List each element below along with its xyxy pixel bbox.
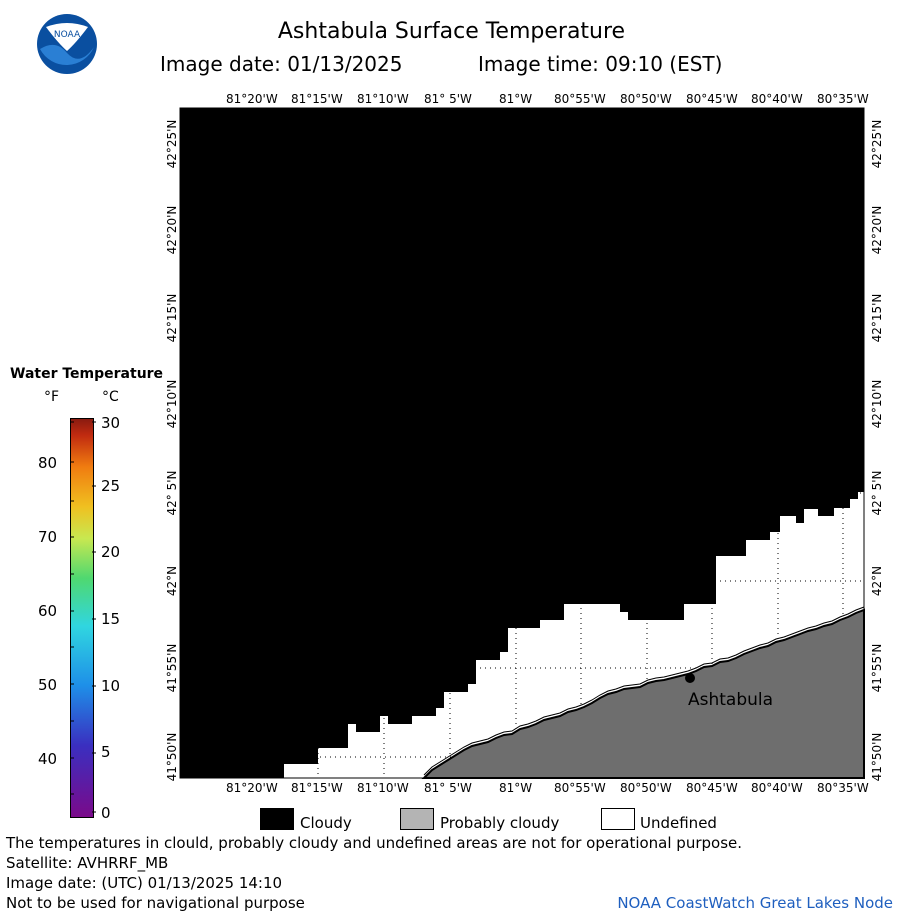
lon-tick-bottom: 80°50'W (620, 781, 672, 795)
logo-text: NOAA (54, 30, 81, 40)
lon-tick-top: 81°15'W (291, 92, 343, 106)
colorbar (70, 418, 94, 818)
colorbar-c-value: 30 (101, 414, 121, 432)
lon-tick-bottom: 80°55'W (554, 781, 606, 795)
legend-label-cloudy: Cloudy (300, 814, 352, 832)
colorbar-c-value: 0 (101, 804, 111, 822)
legend-swatch-undefined (601, 808, 635, 830)
colorbar-c-value: 25 (101, 477, 121, 495)
lon-tick-bottom: 80°35'W (817, 781, 869, 795)
image-time: Image time: 09:10 (EST) (478, 52, 723, 76)
lon-tick-bottom: 81°20'W (226, 781, 278, 795)
lon-tick-top: 80°45'W (686, 92, 738, 106)
footer-note: The temperatures in clould, probably clo… (6, 834, 743, 852)
land-area (421, 608, 865, 779)
colorbar-f-value: 80 (38, 454, 58, 472)
city-marker (685, 673, 695, 683)
lon-tick-bottom: 81°10'W (357, 781, 409, 795)
map-title: Ashtabula Surface Temperature (277, 19, 626, 44)
colorbar-c-value: 15 (101, 610, 121, 628)
colorbar-c-value: 10 (101, 677, 121, 695)
colorbar-f-value: 50 (38, 676, 58, 694)
lon-tick-bottom: 81°15'W (291, 781, 343, 795)
colorbar-unit-f: °F (44, 389, 60, 405)
footer-credit: NOAA CoastWatch Great Lakes Node (617, 894, 893, 912)
city-label: Ashtabula (688, 690, 774, 710)
lon-tick-top: 80°55'W (554, 92, 606, 106)
colorbar-c-value: 5 (101, 743, 111, 761)
lon-tick-bottom: 80°40'W (751, 781, 803, 795)
legend-label-undefined: Undefined (640, 814, 717, 832)
legend-swatch-probably-cloudy (400, 808, 434, 830)
lon-tick-top: 80°35'W (817, 92, 869, 106)
lon-tick-top: 81°10'W (357, 92, 409, 106)
colorbar-ticks (70, 421, 96, 813)
lon-tick-top: 81°20'W (226, 92, 278, 106)
lon-tick-top: 81°W (499, 92, 533, 106)
footer-utc-date: Image date: (UTC) 01/13/2025 14:10 (6, 874, 283, 892)
lon-tick-bottom: 80°45'W (686, 781, 738, 795)
legend-label-probably-cloudy: Probably cloudy (440, 814, 560, 832)
cloud-area (180, 108, 864, 778)
colorbar-f-value: 60 (38, 602, 58, 620)
image-date: Image date: 01/13/2025 (160, 52, 403, 76)
colorbar-unit-c: °C (102, 389, 119, 405)
footer-navigation: Not to be used for navigational purpose (6, 894, 305, 912)
lon-tick-top: 80°40'W (751, 92, 803, 106)
footer-satellite: Satellite: AVHRRF_MB (6, 854, 169, 872)
lon-tick-top: 80°50'W (620, 92, 672, 106)
lon-tick-top: 81° 5'W (424, 92, 472, 106)
colorbar-f-value: 70 (38, 528, 58, 546)
legend-swatch-cloudy (260, 808, 294, 830)
lon-tick-bottom: 81°W (499, 781, 533, 795)
colorbar-title: Water Temperature (10, 366, 164, 382)
lon-tick-bottom: 81° 5'W (424, 781, 472, 795)
colorbar-f-value: 40 (38, 750, 58, 768)
noaa-logo: NOAA (36, 13, 98, 75)
colorbar-c-value: 20 (101, 543, 121, 561)
shoreline (423, 606, 865, 776)
